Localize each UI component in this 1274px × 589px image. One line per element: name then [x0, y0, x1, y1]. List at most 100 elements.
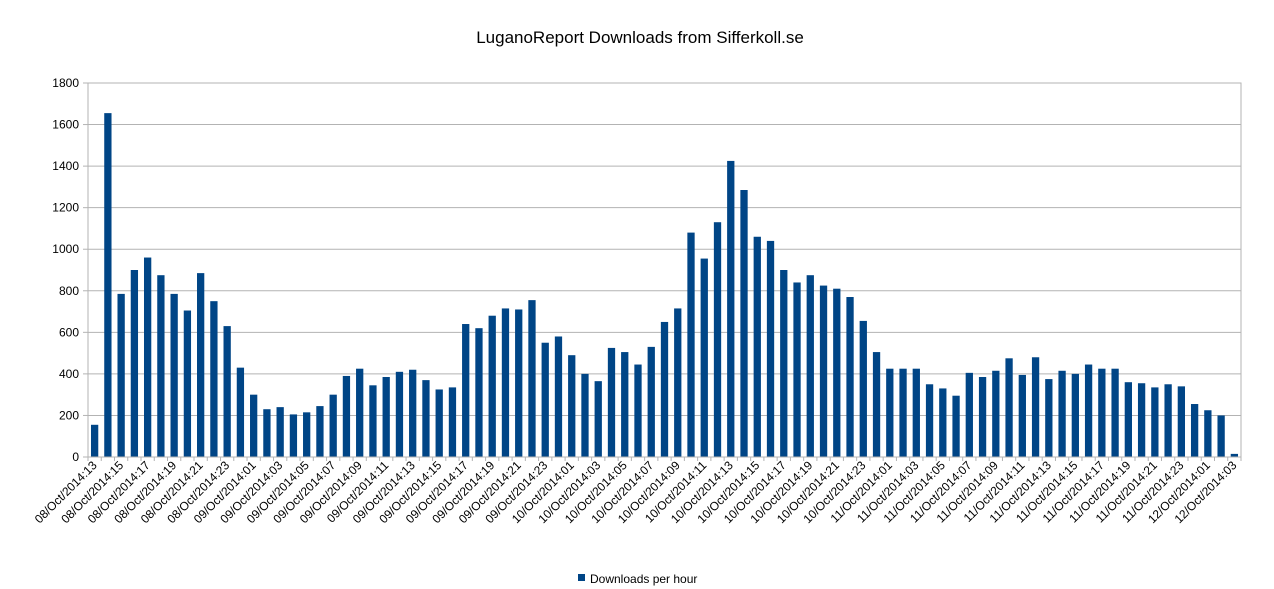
bar	[409, 369, 417, 457]
bar	[1058, 370, 1066, 457]
bar	[541, 342, 549, 457]
bar	[952, 395, 960, 457]
bar	[1137, 383, 1146, 457]
bar	[1217, 415, 1225, 457]
bar	[660, 321, 669, 457]
bar	[581, 373, 589, 457]
bar	[263, 409, 271, 457]
y-tick-labels: 0 200 400 600 800 1000 1200 1400 1600 1800	[52, 76, 79, 464]
bar	[1151, 387, 1159, 457]
y-tick-label: 800	[59, 284, 79, 298]
y-tick-label: 200	[59, 408, 79, 422]
y-tick-label: 600	[59, 325, 79, 339]
axes	[87, 82, 1242, 461]
y-tick-label: 1000	[52, 242, 79, 256]
bar	[594, 381, 602, 457]
bar	[130, 270, 139, 457]
legend: Downloads per hour	[578, 572, 697, 586]
x-tick-labels: 08/Oct/2014:1308/Oct/2014:1508/Oct/2014:…	[32, 458, 1240, 526]
bar	[157, 275, 165, 457]
bar	[1111, 368, 1119, 457]
bar	[501, 308, 510, 457]
bar	[621, 352, 629, 457]
bar	[223, 326, 231, 457]
bar	[740, 190, 748, 457]
bar	[448, 387, 457, 457]
bar	[462, 324, 470, 457]
y-tick-label: 1200	[52, 201, 79, 215]
bar	[607, 347, 616, 457]
bar	[978, 377, 987, 457]
legend-label: Downloads per hour	[590, 572, 697, 586]
bar	[1018, 374, 1026, 457]
chart-title: LuganoReport Downloads from Sifferkoll.s…	[476, 28, 804, 47]
bar	[793, 282, 801, 457]
bar	[554, 336, 563, 457]
y-tick-label: 400	[59, 367, 79, 381]
bar	[1164, 384, 1172, 457]
bar	[435, 389, 443, 457]
y-tick-label: 1400	[52, 159, 79, 173]
bar	[356, 368, 364, 457]
bar	[1084, 364, 1093, 457]
bar	[1098, 368, 1106, 457]
bar	[210, 301, 218, 457]
bar	[1177, 386, 1186, 457]
bar	[250, 394, 258, 457]
bar	[342, 375, 351, 457]
legend-swatch	[578, 574, 585, 581]
bar	[382, 377, 390, 457]
bar	[713, 222, 722, 457]
bar	[727, 160, 735, 457]
bar	[992, 370, 1000, 457]
bar	[515, 309, 523, 457]
bar	[568, 355, 576, 457]
bar	[329, 394, 337, 457]
bar	[104, 113, 112, 457]
bar	[528, 300, 536, 457]
bar	[912, 368, 920, 457]
bar	[1031, 357, 1040, 457]
bar	[143, 257, 152, 457]
bar	[197, 273, 205, 457]
bar	[1071, 373, 1079, 457]
bar	[833, 288, 841, 457]
bar	[872, 352, 881, 457]
bar	[674, 308, 682, 457]
bar	[395, 371, 404, 457]
bar	[753, 236, 761, 457]
bar	[117, 293, 125, 457]
bar	[1204, 410, 1212, 457]
bar	[276, 407, 284, 457]
bars	[90, 113, 1239, 457]
bar	[1190, 404, 1199, 457]
bar	[846, 297, 854, 457]
bar	[422, 380, 430, 457]
plot-frame	[87, 82, 1242, 458]
bar	[316, 406, 324, 457]
y-tick-label: 1800	[52, 76, 79, 90]
bar	[1005, 358, 1013, 457]
bar	[939, 388, 947, 457]
bar	[965, 372, 973, 457]
bar	[925, 384, 934, 457]
bar	[236, 367, 245, 457]
bar	[859, 320, 867, 457]
bar	[780, 270, 788, 457]
bar	[1230, 453, 1239, 457]
bar	[369, 385, 377, 457]
bar	[700, 258, 708, 457]
bar	[766, 240, 775, 457]
bar	[647, 346, 655, 457]
bar	[806, 275, 814, 457]
bar	[1045, 379, 1053, 457]
bar	[899, 368, 907, 457]
bar	[170, 293, 178, 457]
bar	[475, 328, 483, 457]
bar	[90, 424, 99, 457]
bar	[819, 285, 828, 457]
bar	[886, 368, 894, 457]
bar	[289, 414, 298, 457]
y-tick-label: 1600	[52, 118, 79, 132]
